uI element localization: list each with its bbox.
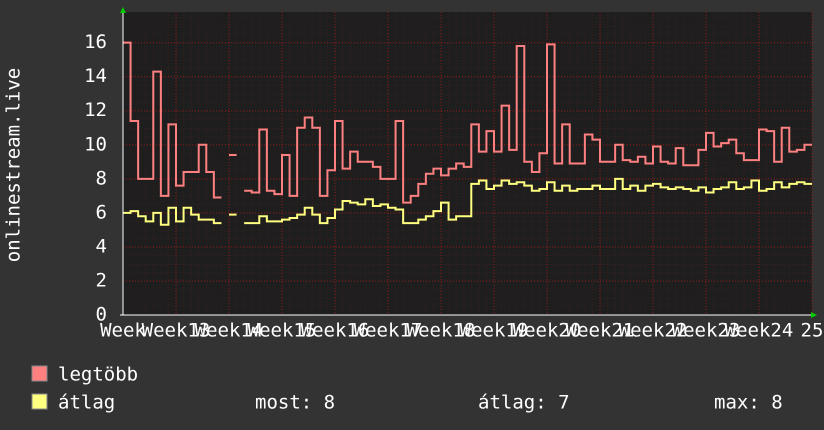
legend-label: átlag	[58, 392, 115, 414]
plot-area	[123, 12, 812, 315]
y-tick-label: 2	[96, 269, 107, 291]
axis-arrow	[811, 312, 817, 318]
x-tick-label: Week22	[619, 320, 688, 342]
y-tick-label: 10	[84, 133, 107, 155]
stat: most: 8	[255, 392, 335, 414]
y-tick-label: 16	[84, 31, 107, 53]
stat: átlag: 7	[478, 392, 570, 414]
y-axis-label: onlinestream.live	[3, 68, 25, 262]
x-tick-label: Week18	[407, 320, 476, 342]
x-tick-label: Week24	[725, 320, 794, 342]
legend-label: legtöbb	[58, 364, 138, 386]
x-tick-label: Week15	[248, 320, 317, 342]
x-tick-label: Week23	[672, 320, 741, 342]
series-line	[123, 41, 812, 204]
legend-swatch	[31, 393, 48, 410]
x-tick-label: Week19	[460, 320, 529, 342]
stat: max: 8	[714, 392, 783, 414]
x-tick-label: 25	[801, 320, 824, 342]
y-tick-label: 6	[96, 201, 107, 223]
y-tick-label: 0	[96, 304, 107, 326]
x-tick-label: Week16	[301, 320, 370, 342]
x-tick-label: Week	[100, 320, 146, 342]
y-tick-label: 12	[84, 99, 107, 121]
legend-swatch	[31, 365, 48, 382]
x-tick-label: Week17	[354, 320, 423, 342]
axis-arrow	[120, 7, 126, 13]
y-tick-label: 14	[84, 65, 107, 87]
x-tick-label: Week13	[142, 320, 211, 342]
x-tick-label: Week14	[195, 320, 264, 342]
series-line	[123, 177, 812, 226]
x-tick-label: Week20	[513, 320, 582, 342]
x-tick-label: Week21	[566, 320, 635, 342]
y-tick-label: 4	[96, 235, 107, 257]
y-tick-label: 8	[96, 167, 107, 189]
